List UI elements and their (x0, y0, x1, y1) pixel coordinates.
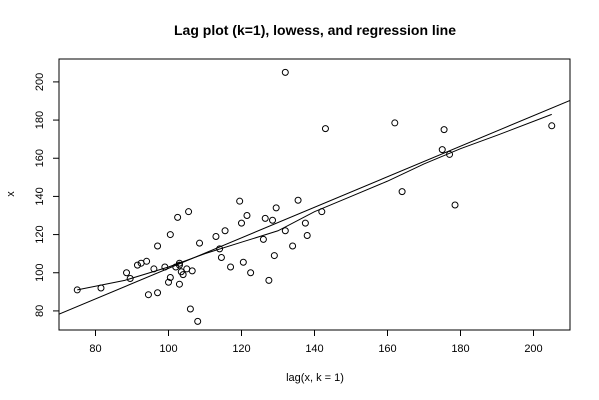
scatter-point (243, 211, 251, 219)
x-axis: 80 100 120 140 160 180 200 (89, 330, 543, 355)
lowess-line (77, 113, 552, 291)
scatter-point (238, 219, 245, 227)
scatter-point (217, 253, 225, 261)
y-tick-label: 100 (34, 264, 46, 282)
scatter-point (281, 227, 289, 235)
scatter-point (221, 227, 229, 235)
scatter-point (165, 278, 172, 286)
scatter-point (216, 245, 224, 253)
scatter-point (281, 68, 289, 76)
regression-line (59, 99, 570, 315)
x-tick-label: 160 (378, 343, 396, 355)
scatter-point (166, 231, 174, 239)
chart-title: Lag plot (k=1), lowess, and regression l… (174, 22, 456, 38)
scatter-point (185, 208, 193, 216)
scatter-point (175, 259, 183, 267)
scatter-point (398, 188, 406, 196)
scatter-point (175, 280, 183, 288)
scatter-point (321, 125, 329, 133)
scatter-point (261, 214, 269, 222)
x-tick-label: 80 (89, 343, 101, 355)
scatter-point (269, 216, 277, 224)
scatter-point (154, 242, 162, 250)
scatter-point (212, 232, 220, 240)
scatter-point (186, 305, 194, 313)
plot-area (59, 68, 570, 325)
y-axis: 80 100 120 140 160 180 200 (34, 73, 59, 317)
x-tick-label: 120 (232, 343, 250, 355)
scatter-point (144, 291, 152, 299)
x-tick-label: 180 (451, 343, 469, 355)
scatter-point (391, 119, 399, 127)
scatter-point (440, 126, 448, 134)
scatter-point (265, 276, 273, 284)
scatter-point (143, 257, 151, 265)
scatter-point (188, 267, 196, 275)
scatter-point (123, 269, 131, 277)
scatter-point (438, 146, 446, 154)
x-tick-label: 200 (524, 343, 542, 355)
y-tick-label: 140 (34, 187, 46, 205)
y-axis-label: x (5, 191, 17, 197)
scatter-point (236, 197, 244, 205)
y-tick-label: 180 (34, 111, 46, 129)
scatter-point (126, 274, 134, 282)
scatter-point (548, 122, 556, 130)
scatter-point (301, 219, 309, 227)
scatter-point (179, 271, 187, 279)
x-axis-label: lag(x, k = 1) (286, 372, 344, 384)
scatter-point (73, 286, 81, 294)
scatter-point (451, 201, 459, 209)
scatter-point (272, 204, 280, 212)
plot-frame (58, 58, 571, 331)
scatter-point (294, 196, 302, 204)
y-tick-label: 200 (34, 73, 46, 91)
scatter-point (133, 261, 141, 269)
scatter-point (247, 269, 255, 277)
scatter-point (303, 232, 311, 240)
scatter-point (166, 274, 174, 282)
scatter-point (289, 242, 297, 250)
x-tick-label: 140 (305, 343, 323, 355)
y-tick-label: 120 (34, 225, 46, 243)
scatter-point (154, 289, 162, 297)
y-tick-label: 80 (34, 305, 46, 317)
scatter-point (174, 213, 182, 221)
scatter-point (227, 263, 235, 271)
x-tick-label: 100 (159, 343, 177, 355)
scatter-point (196, 239, 204, 247)
scatter-point (270, 252, 278, 260)
scatter-point (194, 317, 202, 325)
y-tick-label: 160 (34, 149, 46, 167)
scatter-point (239, 258, 247, 266)
scatter-point (259, 235, 267, 243)
